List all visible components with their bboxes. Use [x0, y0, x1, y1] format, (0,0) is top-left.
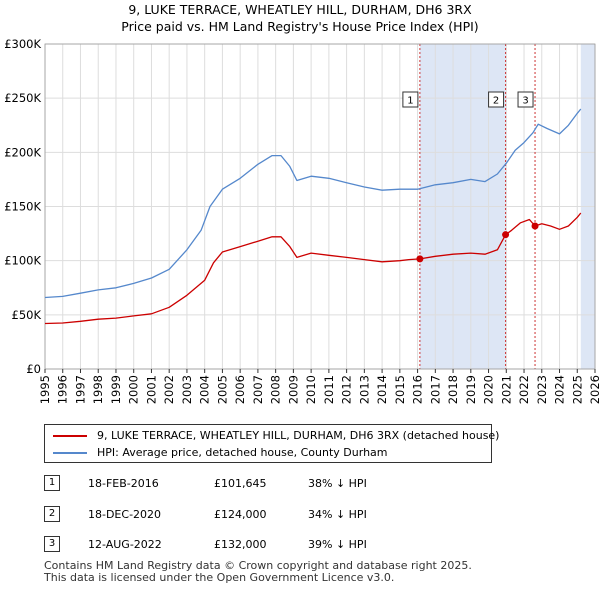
sale-point-2	[502, 231, 510, 239]
sale-marker-2: 2	[488, 91, 505, 108]
x-tick-label: 2018	[446, 375, 460, 404]
plot-frame	[44, 43, 596, 370]
x-tick-label: 2012	[340, 375, 354, 404]
legend-item-hpi: HPI: Average price, detached house, Coun…	[53, 445, 388, 461]
sale-number-badge: 3	[44, 536, 60, 552]
sale-marker-3: 3	[517, 91, 534, 108]
x-tick-label: 2004	[198, 375, 212, 404]
x-tick-label: 2000	[127, 375, 141, 404]
x-tick-label: 2011	[322, 375, 336, 404]
x-tick-label: 2015	[393, 375, 407, 404]
x-tick-label: 2001	[144, 375, 158, 404]
x-tick-label: 2024	[553, 375, 567, 404]
x-tick-label: 2021	[499, 375, 513, 404]
sale-price: £101,645	[214, 477, 267, 490]
y-tick-label: £200K	[4, 145, 41, 159]
sale-marker-box	[517, 91, 534, 108]
sale-point-3	[531, 222, 539, 230]
series-line-hpi	[44, 108, 582, 299]
x-tick-label: 2023	[535, 375, 549, 404]
sale-date: 12-AUG-2022	[88, 538, 162, 551]
legend-swatch-property	[53, 435, 87, 437]
x-tick-label: 2003	[180, 375, 194, 404]
sale-marker-1: 1	[402, 91, 419, 108]
x-tick-label: 1996	[56, 375, 70, 404]
sale-price: £132,000	[214, 538, 267, 551]
sale-date: 18-DEC-2020	[88, 508, 162, 521]
table-row: 3 12-AUG-2022 £132,000 39% ↓ HPI	[44, 535, 544, 555]
x-tick-label: 2020	[482, 375, 496, 404]
sale-marker-box	[488, 91, 505, 108]
x-tick-label: 2005	[215, 375, 229, 404]
x-tick-label: 2013	[357, 375, 371, 404]
x-tick-label: 2022	[517, 375, 531, 404]
chart-title-line2: Price paid vs. HM Land Registry's House …	[121, 19, 479, 34]
sale-hpi-diff: 39% ↓ HPI	[308, 538, 367, 551]
y-tick-label: £0	[26, 362, 41, 376]
y-tick-label: £50K	[12, 308, 42, 322]
x-tick-label: 1999	[109, 375, 123, 404]
x-tick-label: 2019	[464, 375, 478, 404]
y-tick-label: £250K	[4, 91, 41, 105]
x-tick-label: 1995	[38, 375, 52, 404]
x-tick-label: 1997	[73, 375, 87, 404]
x-tick-label: 2002	[162, 375, 176, 404]
sale-marker-label: 2	[493, 96, 499, 107]
y-tick-label: £100K	[4, 254, 41, 268]
sale-date: 18-FEB-2016	[88, 477, 159, 490]
x-tick-label: 2026	[588, 375, 600, 404]
x-tick-label: 2007	[251, 375, 265, 404]
sale-number-badge: 2	[44, 506, 60, 522]
x-tick-label: 1998	[91, 375, 105, 404]
footer-copyright: Contains HM Land Registry data © Crown c…	[44, 560, 472, 584]
sale-hpi-diff: 38% ↓ HPI	[308, 477, 367, 490]
sale-point-1	[416, 255, 424, 263]
price-chart: 1 2 3 £0 £50K £100K £150K £200K £250K £300K 1995 19…	[4, 37, 600, 404]
sale-number-badge: 1	[44, 475, 60, 491]
chart-title-line1: 9, LUKE TERRACE, WHEATLEY HILL, DURHAM, …	[128, 2, 472, 17]
sale-marker-label: 3	[522, 96, 528, 107]
x-tick-label: 2025	[570, 375, 584, 404]
x-tick-label: 2010	[304, 375, 318, 404]
series-line-property	[44, 212, 582, 325]
sale-hpi-diff: 34% ↓ HPI	[308, 508, 367, 521]
x-tick-label: 2006	[233, 375, 247, 404]
legend-label-property: 9, LUKE TERRACE, WHEATLEY HILL, DURHAM, …	[97, 429, 500, 442]
x-tick-label: 2009	[286, 375, 300, 404]
table-row: 1 18-FEB-2016 £101,645 38% ↓ HPI	[44, 474, 544, 494]
x-tick-label: 2008	[269, 375, 283, 404]
legend-item-property: 9, LUKE TERRACE, WHEATLEY HILL, DURHAM, …	[53, 428, 499, 444]
footer-line2: This data is licensed under the Open Gov…	[44, 571, 395, 584]
sale-price: £124,000	[214, 508, 267, 521]
table-row: 2 18-DEC-2020 £124,000 34% ↓ HPI	[44, 505, 544, 525]
x-tick-label: 2017	[428, 375, 442, 404]
x-tick-label: 2016	[411, 375, 425, 404]
sale-marker-label: 1	[407, 96, 413, 107]
y-tick-label: £300K	[4, 37, 41, 51]
x-tick-label: 2014	[375, 375, 389, 404]
sale-marker-box	[402, 91, 419, 108]
legend-swatch-hpi	[53, 452, 87, 454]
legend-label-hpi: HPI: Average price, detached house, Coun…	[97, 446, 388, 459]
chart-legend: 9, LUKE TERRACE, WHEATLEY HILL, DURHAM, …	[44, 424, 499, 463]
y-tick-label: £150K	[4, 200, 41, 214]
footer-line1: Contains HM Land Registry data © Crown c…	[44, 559, 472, 572]
